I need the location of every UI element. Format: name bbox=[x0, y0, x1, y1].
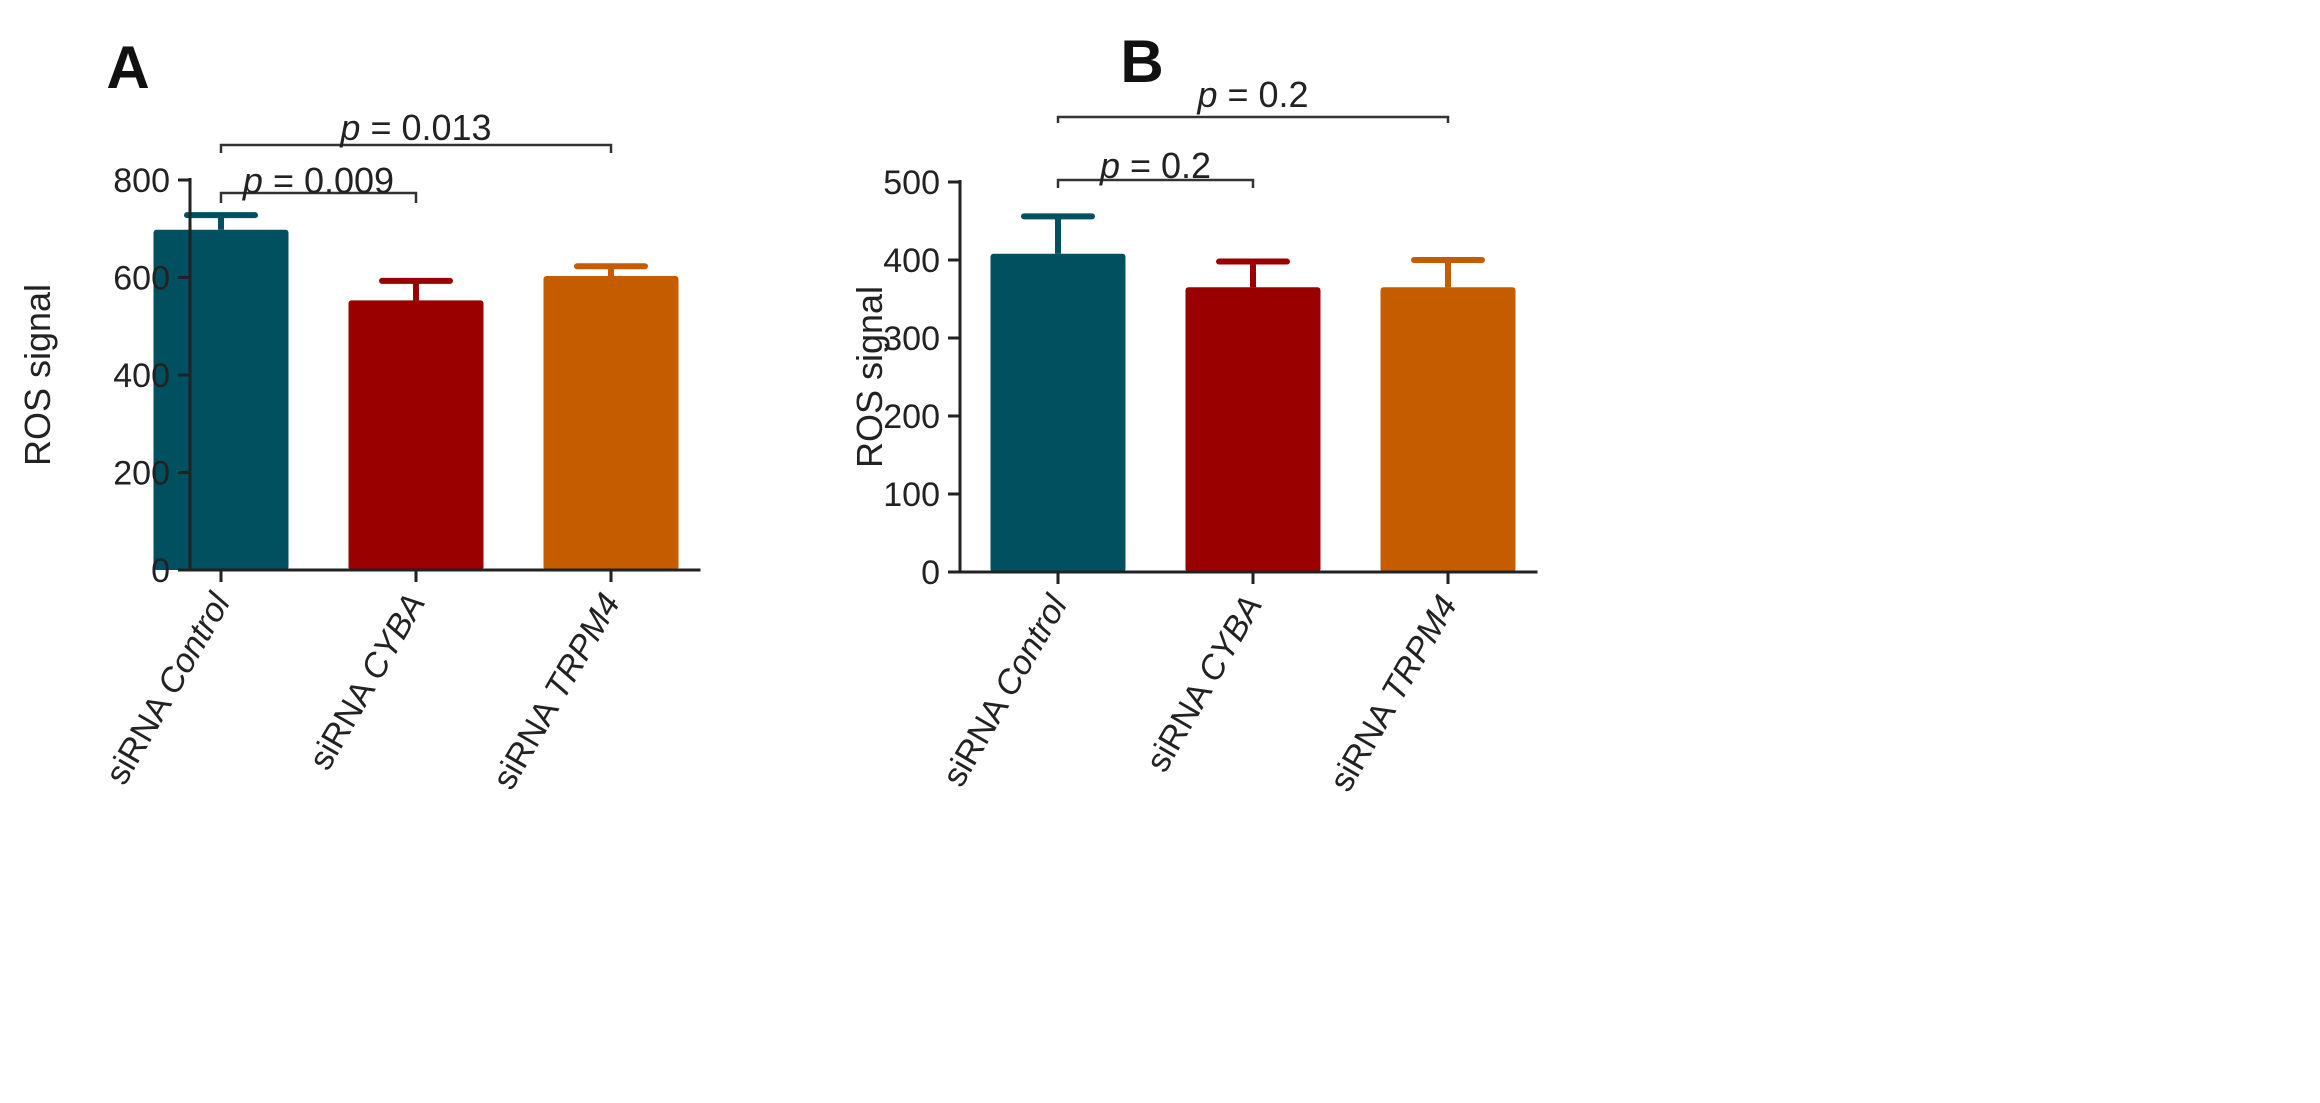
p-value: = 0.2 bbox=[1120, 145, 1211, 186]
panel-b-bar-trpm4 bbox=[1380, 287, 1516, 572]
category-gene: CYBA bbox=[354, 587, 433, 686]
panel-a-y-tick-label: 400 bbox=[113, 357, 170, 395]
panel-b-bar-control bbox=[990, 253, 1126, 572]
panel-a-bar-trpm4 bbox=[543, 276, 679, 570]
panel-a-significance-bracket bbox=[219, 143, 613, 153]
category-prefix: siRNA bbox=[302, 667, 387, 776]
panel-a-y-tick-label: 200 bbox=[113, 455, 170, 493]
panel-a-y-tick-label: 0 bbox=[151, 552, 170, 590]
panel-b-y-tick-label: 400 bbox=[883, 242, 940, 280]
panel-b-y-tick-label: 200 bbox=[883, 398, 940, 436]
panel-a-y-tick-label: 800 bbox=[113, 162, 170, 200]
panel-b-significance-bracket bbox=[1056, 178, 1255, 188]
p-symbol: p bbox=[1099, 145, 1120, 186]
category-prefix: siRNA bbox=[98, 682, 183, 791]
category-gene: Control bbox=[987, 588, 1075, 703]
panel-a-significance-bracket bbox=[219, 191, 418, 203]
panel-a-bar-control bbox=[153, 229, 289, 570]
panel-a-p-value-label: p = 0.013 bbox=[339, 107, 491, 148]
panel-b-p-value-label: p = 0.2 bbox=[1196, 74, 1308, 115]
panel-b-y-tick-label: 300 bbox=[883, 320, 940, 358]
panel-b-x-tick-label-trpm4: siRNA TRPM4 bbox=[1322, 589, 1464, 798]
panel-a-y-axis-label: ROS signal bbox=[17, 284, 58, 466]
panel-b-y-tick-label: 0 bbox=[921, 554, 940, 592]
panel-b-y-axis-label: ROS signal bbox=[849, 286, 890, 468]
panel-a-bar-cyba bbox=[348, 300, 484, 570]
category-prefix: siRNA bbox=[1139, 669, 1224, 778]
panel-b-letter: B bbox=[1120, 28, 1163, 95]
category-gene: CYBA bbox=[1191, 589, 1270, 688]
p-value: = 0.013 bbox=[360, 107, 491, 148]
category-prefix: siRNA bbox=[1322, 689, 1407, 798]
panel-b-p-value-label: p = 0.2 bbox=[1099, 145, 1211, 186]
panel-a-x-tick-label-trpm4: siRNA TRPM4 bbox=[485, 587, 627, 796]
panel-b-y-tick-label: 500 bbox=[883, 164, 940, 202]
panel-a-x-tick-label-cyba: siRNA CYBA bbox=[302, 587, 433, 776]
p-symbol: p bbox=[1196, 74, 1217, 115]
panel-a-letter: A bbox=[106, 34, 149, 101]
panel-b-y-tick-label: 100 bbox=[883, 476, 940, 514]
panel-b-significance-bracket bbox=[1056, 115, 1450, 123]
panel-b-x-tick-label-cyba: siRNA CYBA bbox=[1139, 589, 1270, 778]
panel-a-x-tick-label-control: siRNA Control bbox=[98, 586, 238, 791]
panel-a-p-value-label: p = 0.009 bbox=[242, 160, 394, 201]
p-value: = 0.009 bbox=[263, 160, 394, 201]
category-gene: TRPM4 bbox=[1374, 589, 1465, 708]
category-prefix: siRNA bbox=[485, 687, 570, 796]
p-symbol: p bbox=[242, 160, 263, 201]
p-value: = 0.2 bbox=[1217, 74, 1308, 115]
panel-b-bar-cyba bbox=[1185, 287, 1321, 572]
panel-b: B ROS signal 0 100 200 300 400 500 siRNA Control… bbox=[849, 28, 1538, 798]
panel-a-y-tick-label: 600 bbox=[113, 260, 170, 298]
category-gene: Control bbox=[150, 586, 238, 701]
category-prefix: siRNA bbox=[935, 684, 1020, 793]
category-gene: TRPM4 bbox=[537, 587, 628, 706]
panel-b-x-tick-label-control: siRNA Control bbox=[935, 588, 1075, 793]
p-symbol: p bbox=[339, 107, 360, 148]
